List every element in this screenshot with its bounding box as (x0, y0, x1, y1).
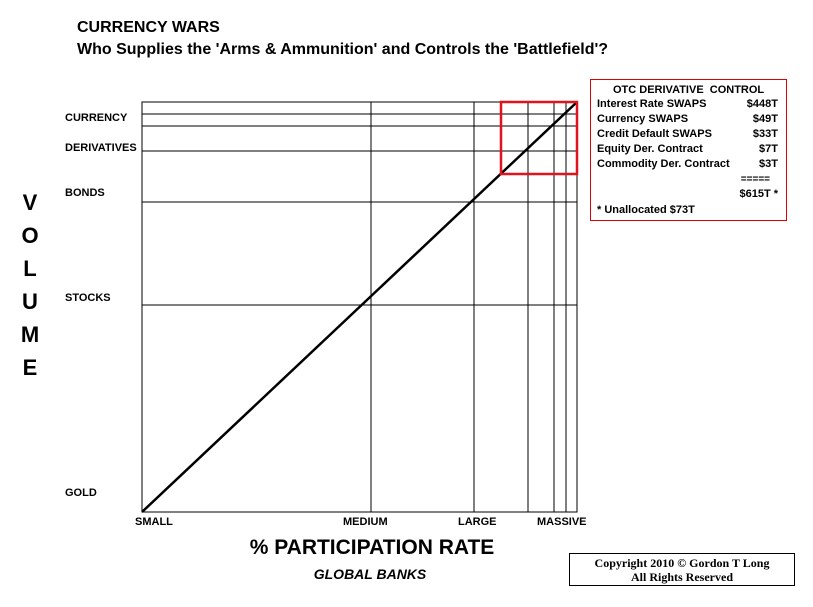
plot-frame (141, 101, 578, 513)
x-label: SMALL (135, 516, 173, 528)
otc-separator: ===== (740, 174, 770, 185)
otc-name: Commodity Der. Contract (597, 158, 730, 170)
x-axis-title: % PARTICIPATION RATE (249, 536, 495, 559)
otc-value: $33T (752, 128, 778, 140)
otc-row: Interest Rate SWAPS $448T (597, 98, 778, 110)
otc-name: Credit Default SWAPS (597, 128, 712, 140)
y-axis-title: VOLUME (20, 190, 40, 380)
otc-box: OTC DERIVATIVE CONTROL Interest Rate SWA… (590, 79, 787, 221)
x-label: LARGE (458, 516, 497, 528)
copyright-line: Copyright 2010 © Gordon T Long (594, 556, 770, 570)
x-axis-subtitle: GLOBAL BANKS (313, 566, 427, 582)
otc-name: Equity Der. Contract (597, 143, 703, 155)
grid (141, 101, 578, 513)
x-label: MEDIUM (343, 516, 388, 528)
otc-value: $49T (752, 113, 778, 125)
otc-name: Interest Rate SWAPS (597, 98, 707, 110)
otc-note: * Unallocated $73T (597, 204, 695, 216)
otc-row: Credit Default SWAPS $33T (597, 128, 778, 140)
otc-name: Currency SWAPS (597, 113, 689, 125)
y-label: STOCKS (65, 292, 111, 304)
y-label: CURRENCY (65, 112, 128, 124)
otc-value: $7T (759, 143, 778, 155)
title: CURRENCY WARS (77, 19, 220, 36)
otc-row: Currency SWAPS $49T (597, 113, 778, 125)
subtitle: Who Supplies the 'Arms & Ammunition' and… (77, 41, 609, 58)
y-label: GOLD (65, 487, 97, 499)
y-label: BONDS (65, 187, 105, 199)
otc-value: $3T (759, 158, 778, 170)
otc-title: OTC DERIVATIVE CONTROL (613, 84, 765, 96)
copyright-box: Copyright 2010 © Gordon T Long All Right… (569, 553, 795, 586)
diagonal-line (141, 101, 578, 513)
y-label: DERIVATIVES (65, 142, 137, 154)
otc-value: $448T (746, 98, 778, 110)
otc-row: Commodity Der. Contract $3T (597, 158, 778, 170)
copyright-line: All Rights Reserved (631, 570, 733, 584)
otc-row: Equity Der. Contract $7T (597, 143, 778, 155)
x-label: MASSIVE (537, 516, 587, 528)
highlight-box (499, 100, 579, 176)
otc-total: $615T * (739, 188, 778, 200)
